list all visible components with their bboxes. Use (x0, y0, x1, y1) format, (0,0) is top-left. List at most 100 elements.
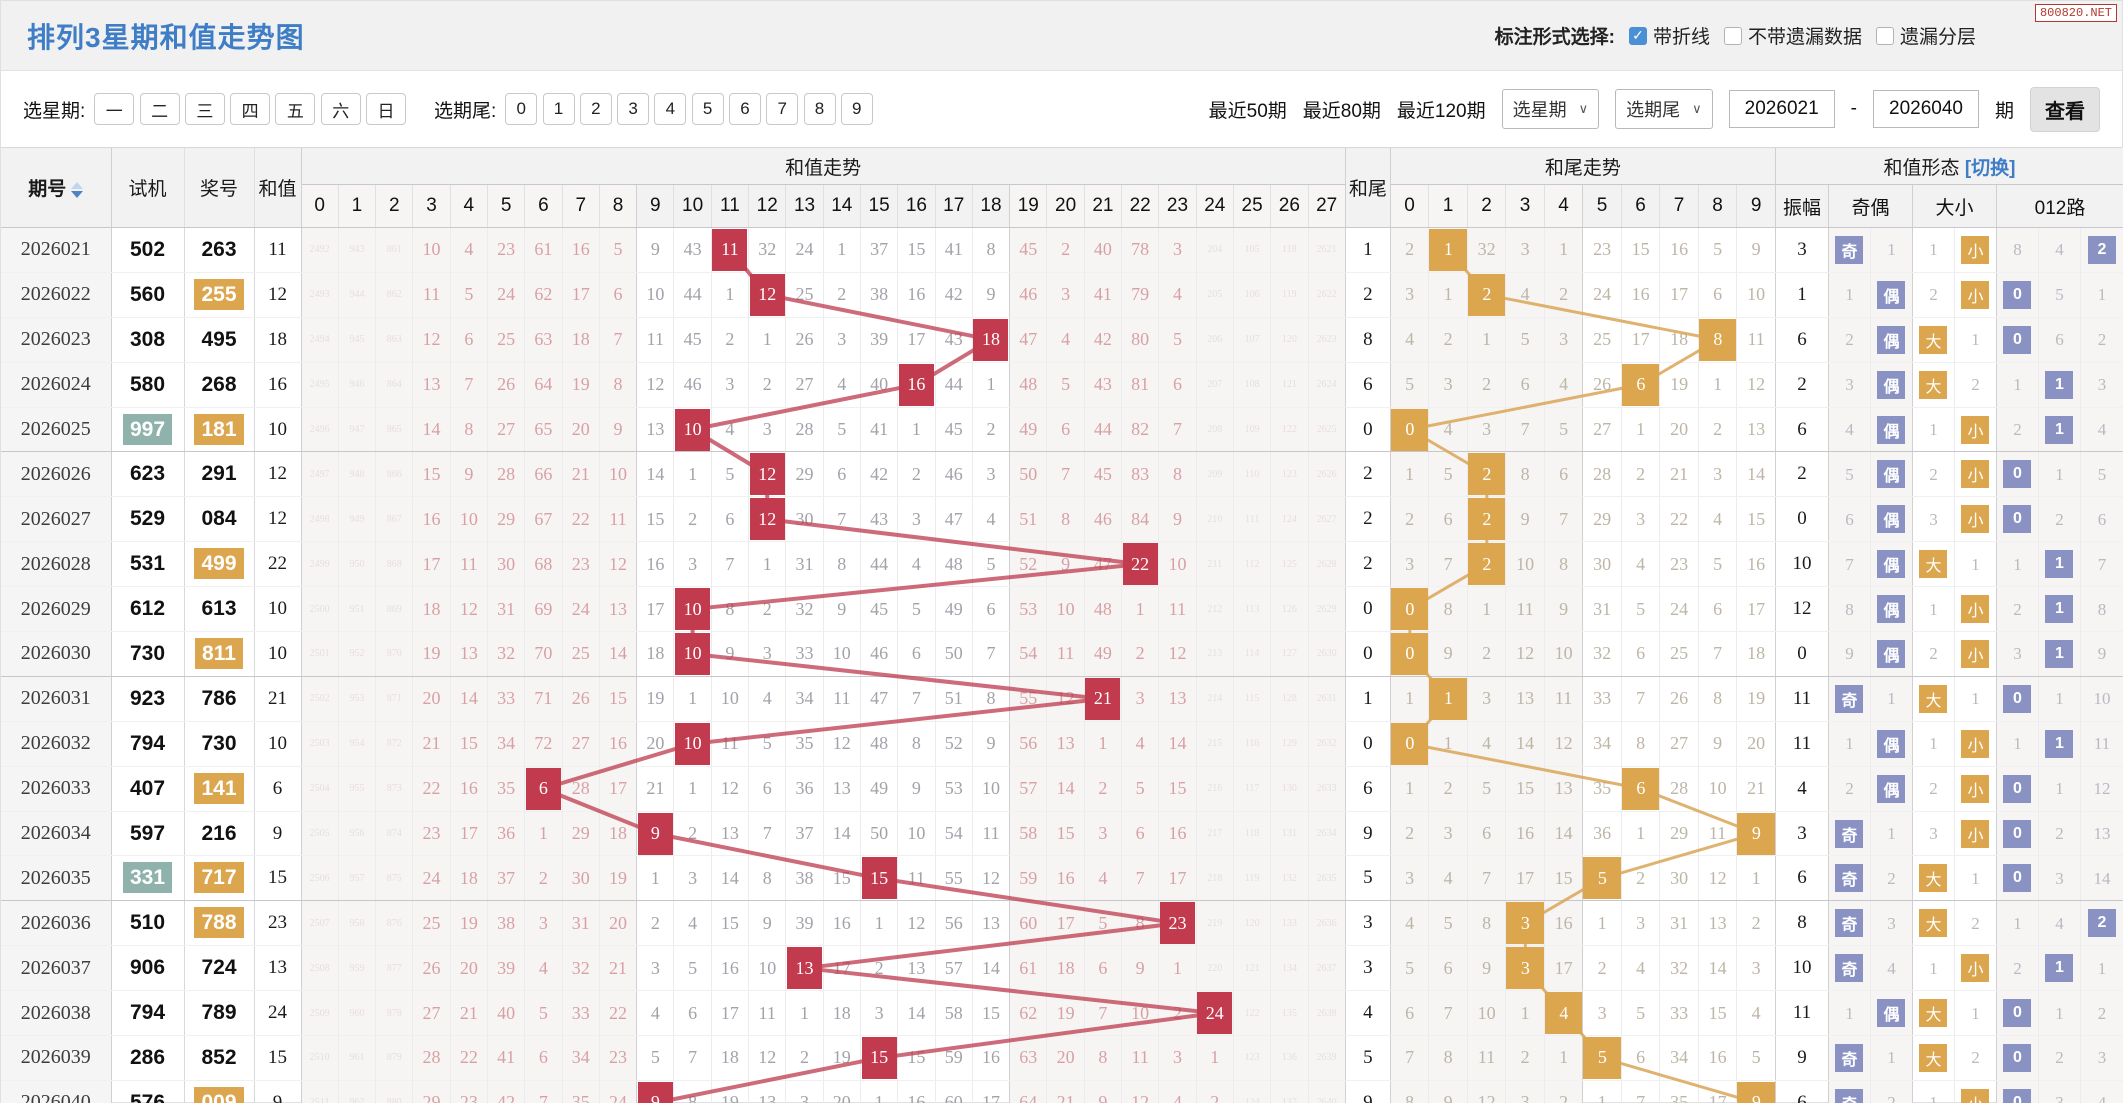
sum-hit-cell: 15 (860, 1035, 899, 1081)
tail-digit-button[interactable]: 4 (654, 93, 687, 125)
checkbox-unchecked-icon[interactable] (1875, 26, 1894, 45)
sum-miss-cell: 122 (1233, 990, 1272, 1037)
checkbox-no-miss-data[interactable]: 不带遗漏数据 (1723, 22, 1862, 49)
sum-miss-cell: 1 (711, 272, 750, 318)
tail-miss-cell: 9 (1467, 945, 1507, 992)
checkbox-unchecked-icon[interactable] (1723, 26, 1742, 45)
tail-miss-cell: 2 (1736, 900, 1776, 947)
big-cell: 大 (1912, 362, 1955, 408)
tail-digit-button[interactable]: 7 (766, 93, 799, 125)
checkbox-checked-icon[interactable]: ✓ (1628, 26, 1647, 45)
odd-cell: 2 (1828, 766, 1871, 812)
tail-select[interactable]: 选期尾 ∨ (1615, 89, 1713, 129)
issue-cell: 2026021 (1, 227, 112, 273)
small-cell: 小 (1954, 1080, 1997, 1103)
week-button[interactable]: 一 (94, 93, 135, 125)
tail-miss-cell: 9 (1544, 586, 1584, 633)
sum-miss-cell: 50 (935, 631, 973, 677)
sum-miss-cell: 45 (860, 586, 899, 633)
road-cell: 1 (2038, 766, 2081, 812)
pattern-switch-link[interactable]: [切换] (1964, 157, 2016, 179)
issue-header[interactable]: 期号 (1, 148, 112, 228)
checkbox-polyline[interactable]: ✓ 带折线 (1628, 22, 1710, 49)
sum-miss-cell: 58 (1009, 811, 1048, 857)
tail-miss-cell: 7 (1621, 1080, 1661, 1103)
tail-digit-button[interactable]: 6 (728, 93, 761, 125)
test-number-cell: 923 (111, 676, 185, 722)
sum-miss-cell: 5 (823, 407, 861, 453)
checkbox-miss-layered[interactable]: 遗漏分层 (1875, 22, 1976, 49)
sum-miss-cell: 15 (823, 855, 861, 902)
tail-digit-button[interactable]: 9 (840, 93, 873, 125)
tail-digit-button[interactable]: 1 (542, 93, 575, 125)
sum-miss-cell: 22 (450, 1035, 488, 1081)
sum-miss-cell: 15 (711, 900, 750, 947)
sum-col-header: 16 (897, 184, 936, 228)
sum-miss-cell: 29 (785, 451, 824, 498)
sum-miss-cell: 5 (1158, 317, 1197, 363)
big-small-header: 大小 (1912, 184, 1997, 228)
tail-digit-button[interactable]: 5 (691, 93, 724, 125)
sum-miss-cell: 11 (897, 855, 936, 902)
tail-value-cell: 5 (1345, 1035, 1391, 1081)
recent-80-link[interactable]: 最近80期 (1302, 100, 1381, 122)
tail-value-cell: 9 (1345, 811, 1391, 857)
sum-miss-cell: 1 (1196, 1035, 1234, 1081)
sum-col-header: 15 (860, 184, 899, 228)
amplitude-cell: 10 (1775, 945, 1829, 992)
tail-value-cell: 8 (1345, 317, 1391, 363)
recent-120-link[interactable]: 最近120期 (1396, 100, 1486, 122)
week-button[interactable]: 三 (184, 93, 225, 125)
week-button[interactable]: 五 (275, 93, 316, 125)
tail-digit-button[interactable]: 8 (803, 93, 836, 125)
week-button[interactable]: 日 (365, 93, 406, 125)
week-select[interactable]: 选星期 ∨ (1501, 89, 1600, 129)
small-cell: 2 (1954, 1035, 1997, 1081)
range-suffix: 期 (1994, 100, 2014, 122)
sum-miss-cell: 32 (562, 945, 600, 992)
sum-col-header: 4 (450, 184, 488, 228)
recent-50-link[interactable]: 最近50期 (1208, 100, 1287, 122)
view-button[interactable]: 查看 (2030, 86, 2100, 132)
sum-miss-cell: 6 (524, 1035, 563, 1081)
sum-miss-cell: 41 (487, 1035, 526, 1081)
sum-miss-cell: 49 (1009, 407, 1048, 453)
week-button[interactable]: 四 (230, 93, 271, 125)
road-cell: 1 (1996, 721, 2039, 767)
tail-miss-cell: 32 (1659, 945, 1699, 992)
even-cell: 1 (1870, 811, 1913, 857)
sum-miss-cell: 10 (412, 227, 451, 273)
sum-miss-cell: 4 (1046, 317, 1085, 363)
week-button[interactable]: 二 (139, 93, 180, 125)
odd-cell: 奇 (1828, 676, 1871, 722)
sum-miss-cell: 70 (524, 631, 563, 677)
road-cell: 0 (1996, 990, 2039, 1037)
sum-miss-cell: 212 (1196, 586, 1234, 633)
road-cell: 1 (2038, 541, 2081, 588)
sum-miss-cell: 21 (1046, 1080, 1085, 1103)
tail-miss-cell: 24 (1582, 272, 1622, 318)
pattern-header: 和值形态 [切换] (1775, 148, 2123, 185)
week-button[interactable]: 六 (320, 93, 361, 125)
sum-miss-cell: 11 (412, 272, 451, 318)
even-cell: 偶 (1870, 451, 1913, 498)
tail-miss-cell: 6 (1505, 362, 1545, 408)
sort-icon[interactable] (71, 181, 84, 198)
sum-miss-cell: 6 (1046, 407, 1085, 453)
sum-miss-cell: 52 (935, 721, 973, 767)
sum-hit-cell: 9 (636, 1080, 675, 1103)
tail-digit-button[interactable]: 3 (617, 93, 650, 125)
sum-miss-cell: 47 (1009, 317, 1048, 363)
sum-hit-cell: 24 (1196, 990, 1234, 1037)
sum-miss-cell: 126 (1270, 586, 1309, 633)
tail-miss-cell: 13 (1736, 407, 1776, 453)
range-from-input[interactable]: 2026021 (1728, 90, 1835, 128)
tail-digit-button[interactable]: 0 (505, 93, 538, 125)
tail-miss-cell: 3 (1467, 407, 1507, 453)
range-to-input[interactable]: 2026040 (1872, 90, 1979, 128)
road-cell: 3 (2038, 1080, 2081, 1103)
sum-miss-cell: 41 (860, 407, 899, 453)
small-cell: 小 (1954, 272, 1997, 318)
sum-miss-cell: 44 (935, 362, 973, 408)
tail-digit-button[interactable]: 2 (579, 93, 612, 125)
